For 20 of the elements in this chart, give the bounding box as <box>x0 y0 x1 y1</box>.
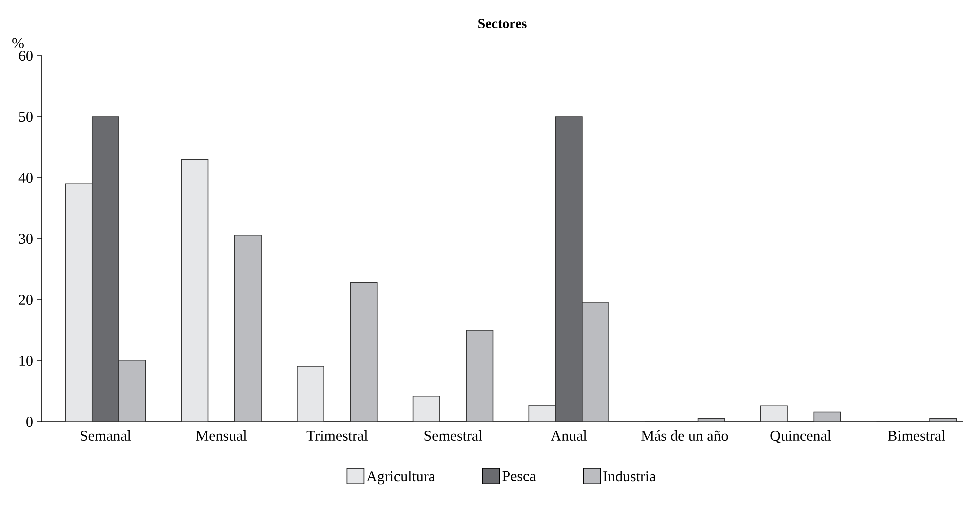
x-tick-label: Más de un año <box>642 430 728 442</box>
y-tick-label: 0 <box>26 416 33 428</box>
legend-label: Pesca <box>502 471 536 482</box>
y-tick-label: 20 <box>19 294 33 306</box>
y-tick-label: 40 <box>18 172 33 184</box>
x-tick-label: Semestral <box>424 430 482 442</box>
x-tick-label: Trimestral <box>306 430 368 442</box>
legend-label: Agricultura <box>366 471 436 485</box>
y-axis-title: % <box>12 38 24 48</box>
x-tick-label: Semanal <box>80 430 132 442</box>
y-tick-label: 30 <box>19 234 33 244</box>
y-tick-label: 10 <box>20 356 33 366</box>
legend-label: Industria <box>604 471 656 482</box>
chart-title: Sectores <box>478 19 527 29</box>
y-tick-label: 50 <box>19 112 33 122</box>
x-tick-label: Mensual <box>196 430 247 442</box>
y-tick-label: 60 <box>19 50 33 62</box>
x-tick-label: Quincenal <box>770 430 832 444</box>
x-tick-label: Anual <box>551 430 588 442</box>
x-tick-label: Bimestral <box>888 430 946 442</box>
